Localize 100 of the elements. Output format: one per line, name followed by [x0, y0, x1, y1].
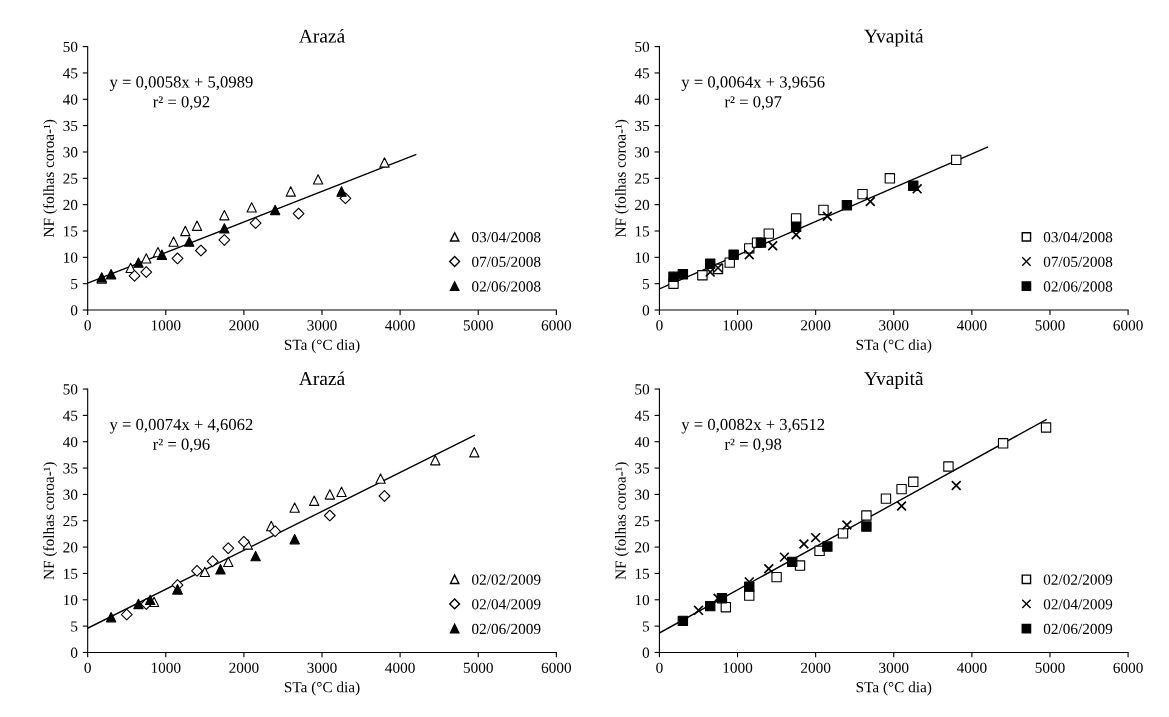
x-tick-label: 3000	[879, 320, 909, 331]
y-tick-label: 30	[63, 489, 78, 500]
legend-label: 02/04/2009	[1043, 599, 1113, 610]
x-tick-label: 0	[656, 662, 663, 673]
y-tick-label: 15	[635, 226, 650, 237]
x-tick-label: 2000	[801, 662, 831, 673]
x-tick-label: 1000	[151, 320, 181, 331]
chart-title: Arazá	[298, 28, 345, 43]
x-tick-label: 0	[84, 320, 91, 331]
y-tick-label: 50	[63, 41, 78, 53]
y-tick-label: 15	[635, 568, 650, 579]
x-tick-label: 3000	[879, 662, 909, 673]
legend-label: 07/05/2008	[1043, 256, 1113, 267]
y-tick-label: 25	[635, 173, 650, 184]
y-tick-label: 25	[63, 515, 78, 527]
y-tick-label: 10	[635, 594, 650, 606]
annotation: r² = 0,96	[153, 438, 210, 453]
x-tick-label: 5000	[1035, 320, 1065, 331]
x-axis-title: STa (°C dia)	[284, 339, 360, 354]
y-tick-label: 20	[63, 542, 78, 553]
y-tick-label: 25	[635, 515, 650, 527]
legend-label: 02/06/2008	[1043, 281, 1113, 292]
x-tick-label: 5000	[463, 320, 493, 331]
y-axis-title: NF (folhas coroa-¹)	[43, 119, 58, 238]
annotation: y = 0,0058x + 5,0989	[109, 76, 253, 92]
y-tick-label: 20	[635, 542, 650, 553]
annotation: r² = 0,92	[153, 96, 210, 110]
y-tick-label: 50	[635, 41, 650, 53]
y-tick-label: 50	[635, 384, 650, 395]
annotation: r² = 0,98	[724, 438, 782, 453]
y-tick-label: 15	[64, 568, 78, 579]
y-tick-label: 30	[635, 489, 650, 500]
x-tick-label: 0	[84, 662, 91, 673]
y-tick-label: 30	[635, 147, 650, 158]
y-tick-label: 5	[71, 621, 78, 632]
legend-label: 03/04/2008	[1043, 232, 1113, 243]
y-tick-label: 45	[62, 410, 78, 421]
annotation: y = 0,0064x + 3,9656	[681, 76, 825, 92]
x-tick-label: 6000	[541, 662, 572, 673]
x-tick-label: 5000	[1035, 662, 1065, 673]
x-tick-label: 6000	[541, 320, 572, 331]
chart-title: Yvapitá	[864, 28, 924, 47]
x-tick-label: 4000	[956, 662, 987, 673]
y-tick-label: 20	[635, 199, 650, 211]
x-tick-label: 6000	[1113, 662, 1143, 673]
chart-title: Yvapitã	[864, 371, 924, 390]
y-tick-label: 5	[642, 621, 650, 632]
y-tick-label: 0	[642, 647, 650, 658]
y-tick-label: 35	[63, 463, 78, 474]
y-tick-label: 35	[635, 120, 650, 132]
y-axis-title: NF (folhas coroa-¹)	[614, 119, 629, 238]
x-tick-label: 1000	[723, 662, 753, 673]
y-axis-title: NF (folhas coroa-¹)	[43, 462, 58, 580]
y-tick-label: 25	[63, 173, 78, 184]
annotation: r² = 0,97	[724, 96, 782, 110]
y-tick-label: 10	[64, 594, 78, 606]
y-tick-label: 35	[63, 120, 78, 132]
y-tick-label: 15	[64, 226, 78, 237]
y-tick-label: 0	[70, 647, 78, 658]
y-tick-label: 35	[635, 463, 650, 474]
annotation: y = 0,0082x + 3,6512	[681, 418, 825, 434]
y-tick-label: 40	[62, 94, 78, 105]
legend-label: 02/06/2009	[1043, 623, 1113, 635]
y-tick-label: 50	[63, 384, 78, 395]
y-tick-label: 40	[62, 436, 78, 448]
y-tick-label: 45	[62, 68, 78, 79]
x-tick-label: 0	[656, 320, 663, 331]
y-tick-label: 45	[634, 410, 650, 421]
y-tick-label: 5	[642, 278, 650, 290]
y-tick-label: 45	[634, 68, 650, 79]
legend-label: 02/02/2009	[1043, 574, 1113, 585]
annotation: y = 0,0074x + 4,6062	[109, 418, 253, 434]
x-axis-title: STa (°C dia)	[284, 681, 360, 696]
y-tick-label: 10	[635, 252, 650, 263]
y-tick-label: 40	[634, 436, 650, 448]
legend-label: 07/05/2008	[472, 256, 541, 267]
x-tick-label: 4000	[385, 320, 415, 331]
x-axis-title: STa (°C dia)	[856, 339, 932, 354]
x-tick-label: 5000	[463, 662, 493, 673]
x-axis-title: STa (°C dia)	[856, 681, 932, 696]
y-tick-label: 10	[64, 252, 78, 263]
x-tick-label: 3000	[307, 662, 337, 673]
y-tick-label: 30	[63, 147, 78, 158]
chart-title: Arazá	[298, 371, 345, 386]
x-tick-label: 4000	[956, 320, 987, 331]
x-tick-label: 1000	[723, 320, 753, 331]
y-tick-label: 40	[634, 94, 650, 105]
x-tick-label: 2000	[229, 320, 259, 331]
legend-label: 02/06/2008	[472, 281, 541, 292]
legend-label: 03/04/2008	[472, 232, 541, 243]
x-tick-label: 6000	[1113, 320, 1143, 331]
y-tick-label: 0	[70, 305, 78, 316]
y-tick-label: 5	[71, 278, 78, 290]
legend-label: 02/02/2009	[472, 574, 541, 585]
y-tick-label: 0	[642, 305, 650, 316]
y-tick-label: 20	[63, 199, 78, 211]
legend-label: 02/04/2009	[472, 599, 541, 610]
x-tick-label: 4000	[385, 662, 415, 673]
x-tick-label: 2000	[229, 662, 259, 673]
x-tick-label: 3000	[307, 320, 337, 331]
